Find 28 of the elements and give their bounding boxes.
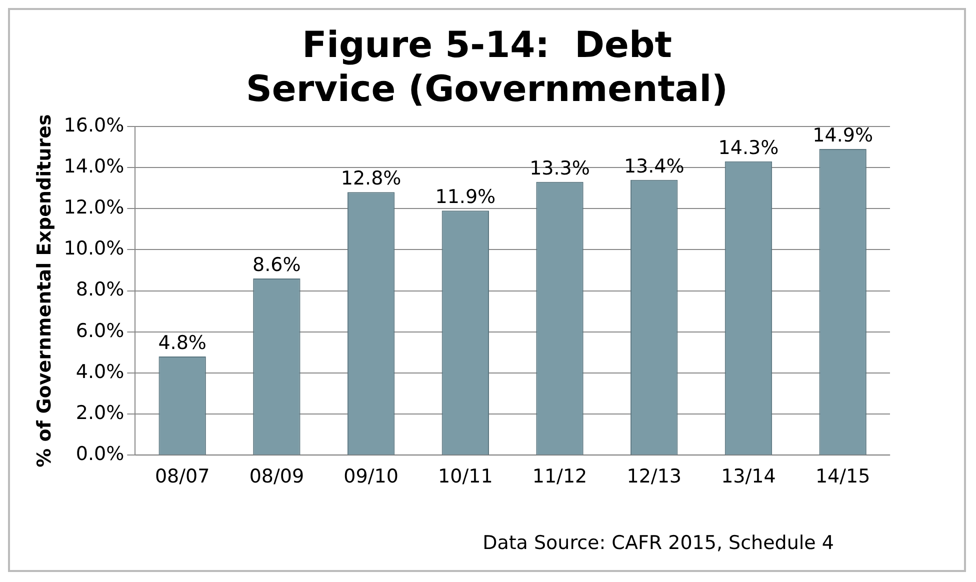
data-label: 13.3% (530, 157, 590, 180)
y-tick-label: 16.0% (64, 114, 124, 136)
data-label: 4.8% (158, 332, 206, 354)
x-tick-label: 13/14 (721, 466, 776, 488)
y-tick-label: 0.0% (76, 443, 124, 466)
y-tick-label: 6.0% (76, 320, 124, 342)
chart-title: Figure 5-14: Debt Service (Governmental) (244, 24, 730, 112)
x-tick-label: 08/09 (249, 466, 304, 488)
y-tick-label: 8.0% (76, 278, 124, 301)
x-tick-label: 11/12 (532, 466, 588, 488)
x-tick-label: 10/11 (438, 466, 493, 488)
data-label: 14.3% (718, 136, 779, 159)
y-axis-title: % of Governmental Expenditures (33, 114, 56, 468)
y-tick-label: 10.0% (64, 238, 124, 260)
data-label: 13.4% (624, 155, 684, 178)
source-note: Data Source: CAFR 2015, Schedule 4 (482, 532, 834, 554)
x-tick-label: 14/15 (815, 466, 870, 488)
y-tick-label: 12.0% (64, 196, 124, 219)
x-tick-label: 09/10 (344, 466, 398, 488)
x-tick-label: 08/07 (154, 466, 210, 488)
data-label: 12.8% (340, 168, 402, 190)
y-tick-label: 2.0% (76, 402, 124, 424)
y-tick-label: 14.0% (64, 155, 124, 178)
data-label: 14.9% (812, 124, 873, 146)
x-tick-label: 12/13 (626, 466, 682, 488)
data-label: 11.9% (435, 186, 496, 208)
y-tick-label: 4.0% (76, 360, 124, 383)
data-label: 8.6% (252, 254, 301, 276)
